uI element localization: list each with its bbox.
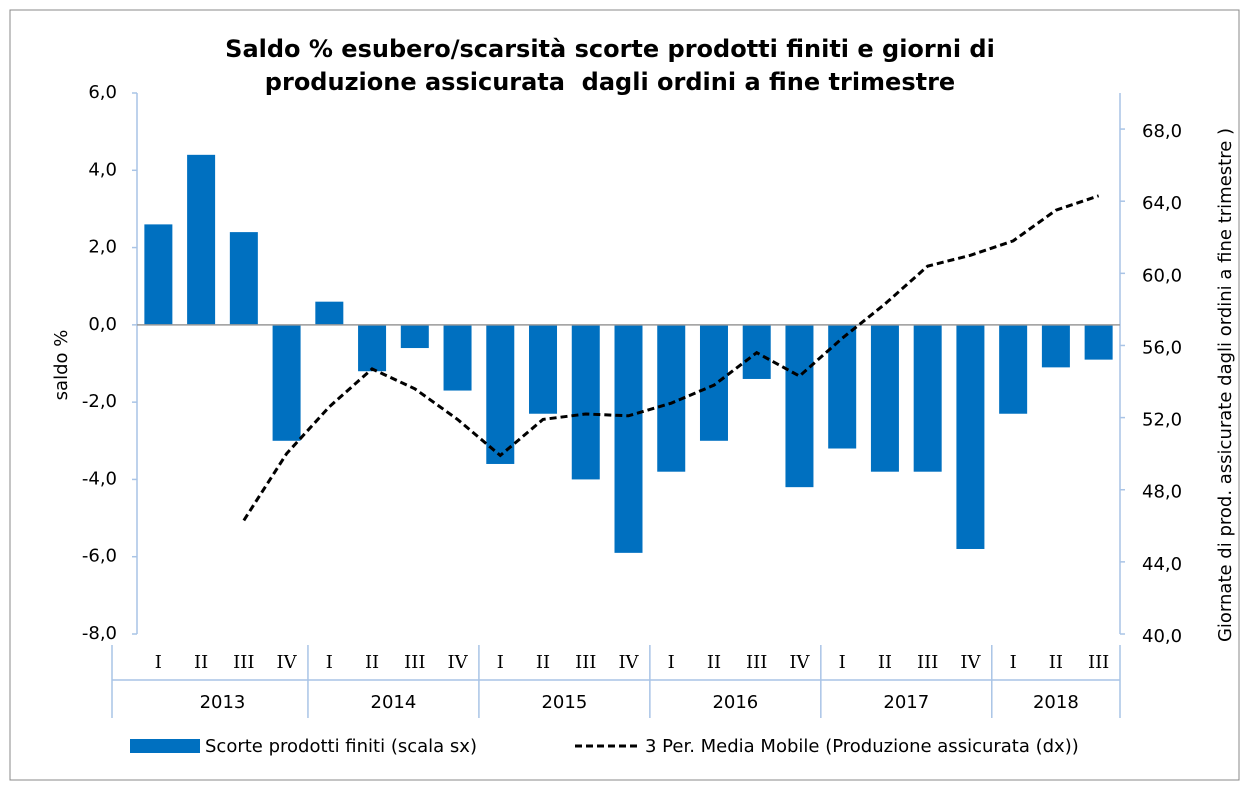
bar <box>956 324 985 549</box>
x-tick-label: I <box>668 652 675 673</box>
bar <box>1084 324 1113 360</box>
y2-tick-label: 64,0 <box>1142 193 1182 214</box>
x-tick-label: III <box>746 652 767 673</box>
line <box>242 194 1100 522</box>
bar <box>443 324 472 391</box>
chart-title: produzione assicurata dagli ordini a fin… <box>265 68 955 96</box>
x-group-label: 2013 <box>200 692 246 713</box>
bar <box>571 324 600 480</box>
x-tick-label: II <box>707 652 721 673</box>
y2-tick-label: 56,0 <box>1142 337 1182 358</box>
y-tick-label: -2,0 <box>82 391 117 412</box>
x-tick-label: IV <box>960 652 981 673</box>
bar <box>358 324 387 372</box>
y-tick-label: 0,0 <box>88 314 117 335</box>
x-tick-label: III <box>575 652 596 673</box>
x-tick-label: II <box>878 652 892 673</box>
y-tick-label: -6,0 <box>82 546 117 567</box>
x-tick-label: I <box>155 652 162 673</box>
x-tick-label: II <box>536 652 550 673</box>
legend-label: Scorte prodotti finiti (scala sx) <box>205 736 477 757</box>
x-group-label: 2015 <box>541 692 587 713</box>
x-tick-label: III <box>233 652 254 673</box>
bar <box>870 324 899 472</box>
x-tick-label: II <box>365 652 379 673</box>
legend-label: 3 Per. Media Mobile (Produzione assicura… <box>645 736 1079 757</box>
chart-title: Saldo % esubero/scarsità scorte prodotti… <box>225 35 995 63</box>
bar <box>1041 324 1070 368</box>
y-tick-label: 6,0 <box>88 82 117 103</box>
bar <box>229 232 258 325</box>
bar <box>486 324 515 464</box>
bar <box>913 324 942 472</box>
x-tick-label: III <box>1088 652 1109 673</box>
x-tick-label: I <box>497 652 504 673</box>
y2-tick-label: 40,0 <box>1142 626 1182 647</box>
y-tick-label: -8,0 <box>82 623 117 644</box>
y2-tick-label: 52,0 <box>1142 410 1182 431</box>
legend-swatch <box>130 739 200 753</box>
y2-tick-label: 44,0 <box>1142 554 1182 575</box>
x-tick-label: III <box>404 652 425 673</box>
y2-tick-label: 68,0 <box>1142 121 1182 142</box>
y2-axis-title: Giornate di prod. assicurate dagli ordin… <box>1215 128 1236 642</box>
bar <box>785 324 814 488</box>
y-axis-title: saldo % <box>51 330 72 401</box>
bar <box>699 324 728 441</box>
bar <box>828 324 857 449</box>
x-tick-label: IV <box>447 652 468 673</box>
x-tick-label: III <box>917 652 938 673</box>
bar <box>529 324 558 414</box>
bar <box>999 324 1028 414</box>
x-group-label: 2016 <box>712 692 758 713</box>
y-tick-label: 4,0 <box>88 159 117 180</box>
x-tick-label: IV <box>277 652 298 673</box>
y-tick-label: 2,0 <box>88 237 117 258</box>
x-group-label: 2018 <box>1033 692 1079 713</box>
bar <box>272 324 301 441</box>
bar <box>614 324 643 553</box>
x-group-label: 2014 <box>371 692 417 713</box>
bar <box>187 154 216 325</box>
x-tick-label: II <box>194 652 208 673</box>
x-tick-label: IV <box>789 652 810 673</box>
x-tick-label: I <box>1010 652 1017 673</box>
x-tick-label: I <box>839 652 846 673</box>
x-group-label: 2017 <box>883 692 929 713</box>
bar <box>400 324 429 349</box>
bar <box>315 301 344 325</box>
y2-tick-label: 60,0 <box>1142 265 1182 286</box>
x-tick-label: I <box>326 652 333 673</box>
x-tick-label: IV <box>618 652 639 673</box>
x-tick-label: II <box>1049 652 1063 673</box>
y-tick-label: -4,0 <box>82 468 117 489</box>
y2-tick-label: 48,0 <box>1142 482 1182 503</box>
bar <box>144 224 173 325</box>
